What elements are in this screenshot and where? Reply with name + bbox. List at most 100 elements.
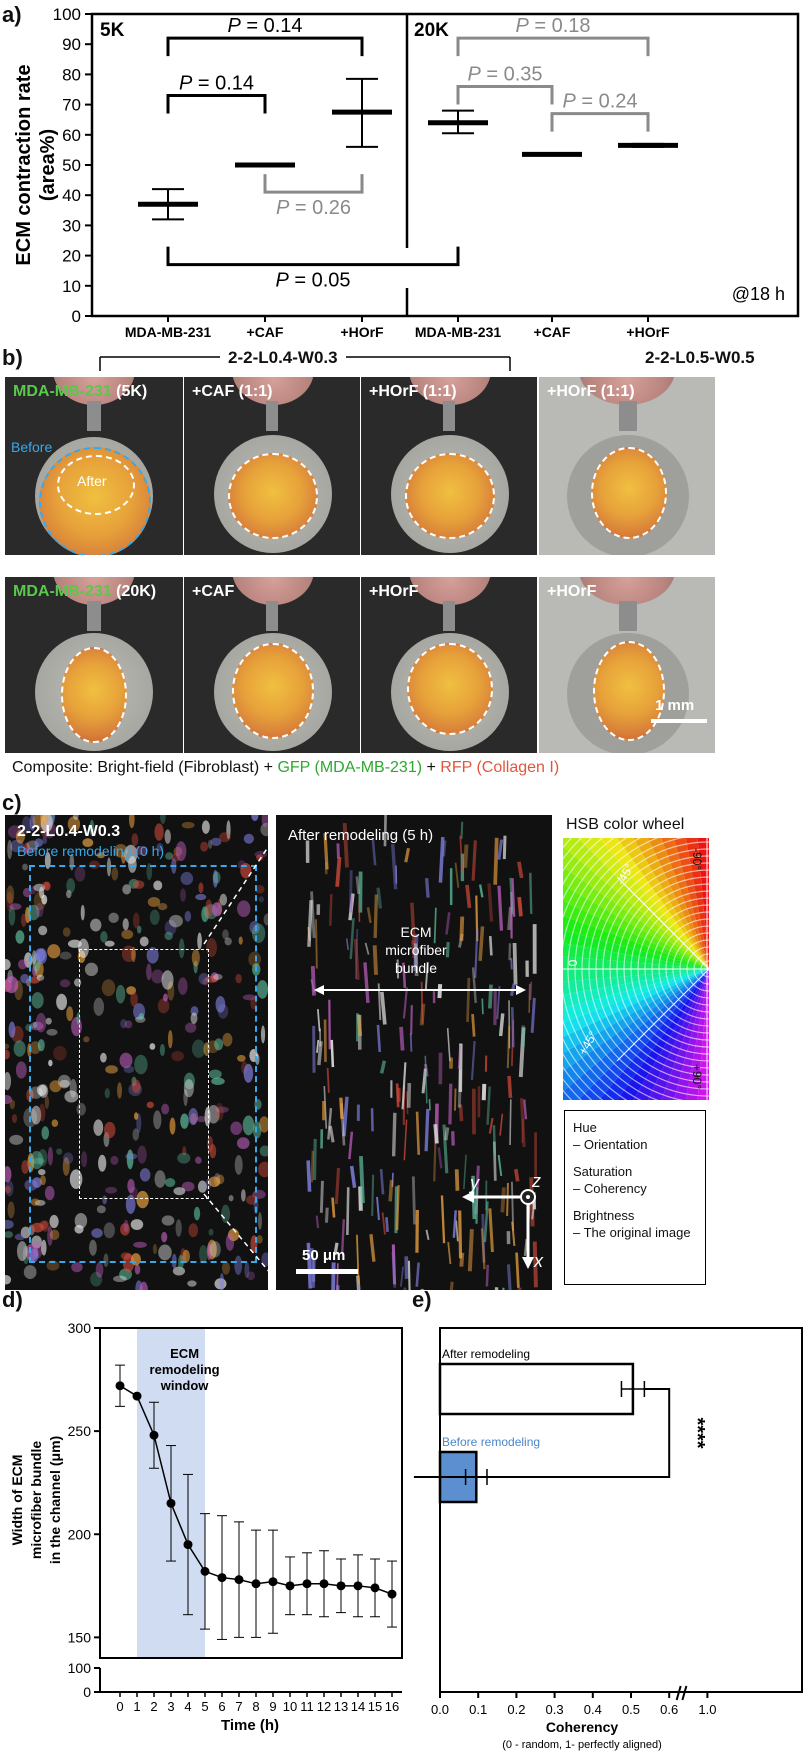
fiber-strand <box>421 1068 427 1094</box>
plot-frame-upper <box>99 1327 403 1659</box>
wheel-axis <box>616 876 709 970</box>
fiber-speck <box>228 1195 234 1202</box>
data-point <box>268 1577 278 1587</box>
fiber-strand <box>409 1033 413 1052</box>
fiber-strand <box>454 862 460 888</box>
axis-break <box>681 1685 688 1701</box>
fiber-speck <box>159 815 166 824</box>
fiber-speck <box>34 838 43 847</box>
fiber-speck <box>131 946 136 963</box>
y-tick-label: 70 <box>62 96 81 115</box>
photo-r2-c4: +HOrF 1 mm <box>539 577 715 753</box>
fiber-speck <box>173 1187 186 1196</box>
hsb-color-wheel: -45°0+45°-90°+90° <box>563 838 709 1100</box>
fiber-speck <box>100 1052 107 1063</box>
fiber-speck <box>9 1134 24 1145</box>
fiber-strand <box>509 877 514 915</box>
fiber-strand <box>328 1125 335 1143</box>
fiber-speck <box>193 1206 201 1221</box>
fiber-speck <box>154 1170 166 1188</box>
fiber-speck <box>212 869 218 888</box>
fiber-strand <box>349 918 355 960</box>
fiber-speck <box>30 1198 41 1206</box>
fiber-speck <box>198 972 209 985</box>
fiber-strand <box>342 1096 349 1137</box>
wheel-angle-label: 0 <box>566 959 580 966</box>
fiber-speck <box>32 1021 38 1029</box>
fiber-strand <box>445 912 451 935</box>
wheel-sector <box>673 969 709 1100</box>
fiber-strand <box>349 1165 357 1189</box>
fiber-speck <box>151 969 164 984</box>
fiber-speck <box>132 912 140 929</box>
fiber-strand <box>405 1091 409 1115</box>
fiber-strand <box>317 1041 323 1066</box>
fiber-strand <box>310 1150 315 1183</box>
fiber-strand <box>454 1088 457 1111</box>
fiber-strand <box>529 872 533 914</box>
fiber-strand <box>424 877 430 898</box>
fiber-speck <box>104 1088 110 1099</box>
fiber-speck <box>216 1174 225 1185</box>
fiber-speck <box>104 1121 116 1139</box>
x-tick-label: 9 <box>269 1699 276 1714</box>
x-tick-label: +CAF <box>247 324 284 340</box>
fiber-speck <box>191 948 200 967</box>
fiber-strand <box>492 1125 497 1155</box>
p-value-label: P = 0.26 <box>276 197 351 219</box>
fiber-strand <box>523 1238 528 1257</box>
x-tick-label: 15 <box>368 1699 382 1714</box>
fiber-speck <box>20 913 27 927</box>
fiber-speck <box>252 1121 262 1139</box>
contraction-rate-chart: 0 10 20 30 40 50 60 70 80 90 100 ECM contraction ra… <box>13 5 800 340</box>
photo-r2-c2: +CAF <box>184 577 360 753</box>
fiber-speck <box>72 815 79 820</box>
fiber-strand <box>358 1186 363 1211</box>
fiber-speck <box>131 833 139 847</box>
fiber-strand <box>459 916 465 941</box>
fiber-speck <box>90 1271 103 1287</box>
fiber-speck <box>161 970 174 990</box>
fiber-speck <box>13 1040 26 1057</box>
fiber-speck <box>32 1157 45 1165</box>
fiber-strand <box>391 1112 397 1157</box>
fiber-strand <box>395 1083 400 1108</box>
fiber-strand <box>371 1174 375 1216</box>
fiber-strand <box>376 1024 382 1053</box>
x-tick-label: 0.0 <box>431 1702 449 1717</box>
fiber-speck <box>113 843 128 858</box>
data-point <box>217 1573 227 1583</box>
fiber-speck <box>208 1176 221 1188</box>
fiber-strand <box>442 1124 449 1174</box>
fiber-speck <box>183 1072 195 1090</box>
fiber-speck <box>198 882 204 894</box>
photo-title: +HOrF <box>547 583 597 600</box>
fiber-speck <box>136 1190 149 1209</box>
fiber-speck <box>96 852 105 859</box>
fiber-speck <box>89 819 95 837</box>
y-tick-label: 200 <box>68 1526 92 1542</box>
data-point <box>285 1581 295 1591</box>
x-tick-label: 0.3 <box>546 1702 564 1717</box>
x-tick-label: 0.2 <box>507 1702 525 1717</box>
photo-r1-c4: +HOrF (1:1) <box>539 377 715 555</box>
fiber-strand <box>444 1127 450 1141</box>
fiber-speck <box>175 1219 182 1237</box>
fiber-speck <box>236 1137 250 1150</box>
x-tick-label: 2 <box>150 1699 157 1714</box>
y-tick-label: 80 <box>62 65 81 84</box>
fiber-speck <box>71 1262 83 1273</box>
fiber-speck <box>23 1265 37 1280</box>
fiber-speck <box>164 931 173 941</box>
fiber-strand <box>331 1262 336 1290</box>
x-tick-label: 14 <box>351 1699 365 1714</box>
wheel-sector <box>661 969 709 1100</box>
fiber-strand <box>403 1119 408 1161</box>
fiber-strand <box>306 1160 312 1192</box>
fiber-speck <box>234 1255 243 1275</box>
photo-title: MDA-MB-231 (5K) <box>13 383 148 400</box>
fiber-speck <box>188 1108 199 1126</box>
fiber-strand <box>459 835 464 872</box>
fiber-speck <box>40 1175 46 1186</box>
